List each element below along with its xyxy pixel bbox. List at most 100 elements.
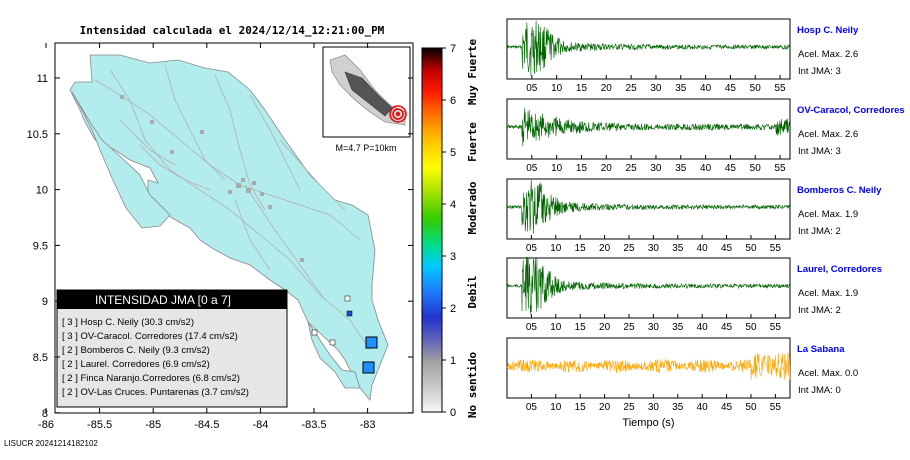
waveform-x-tick-label: 30 bbox=[648, 322, 660, 333]
epicenter-dot bbox=[396, 112, 400, 116]
waveform-x-tick-label: 40 bbox=[700, 163, 712, 174]
waveform-x-tick-label: 05 bbox=[526, 163, 538, 174]
station-name-label: Laurel, Corredores bbox=[797, 264, 882, 275]
waveform-panel: 05 10 15 20 25 30 35 40 45 50 55 Hosp C. Neily Acel.… bbox=[506, 18, 859, 94]
costa-rica-landmass bbox=[69, 54, 389, 401]
accel-max-label: Acel. Max. 1.9 bbox=[798, 288, 858, 299]
nicoya-peninsula bbox=[71, 91, 171, 229]
waveform-x-tick-label: 40 bbox=[697, 322, 709, 333]
legend-title: INTENSIDAD JMA [0 a 7] bbox=[95, 293, 231, 307]
waveform-panels: 05 10 15 20 25 30 35 40 45 50 55 Hosp C. Neily Acel.… bbox=[506, 18, 905, 429]
waveform-panel: 05 10 15 20 25 30 35 40 45 50 55 OV-Caracol, Corred… bbox=[506, 98, 905, 174]
waveform-x-tick-label: 25 bbox=[623, 243, 635, 254]
waveform-x-tick-label: 55 bbox=[775, 83, 787, 94]
epicenter-ring-mid bbox=[392, 108, 404, 120]
station-hosp-c-neily bbox=[365, 336, 378, 349]
colorbar-tick-label: 2 bbox=[450, 303, 456, 315]
map-x-tick-label: -84 bbox=[252, 419, 268, 431]
colorbar-tick-label: 7 bbox=[450, 43, 456, 55]
waveform-x-tick-label: 35 bbox=[675, 163, 687, 174]
waveform-x-tick-label: 40 bbox=[697, 243, 709, 254]
waveform-x-tick-label: 50 bbox=[745, 243, 757, 254]
colorbar-class-label: Fuerte bbox=[466, 122, 479, 162]
intensity-legend: INTENSIDAD JMA [0 a 7] [ 3 ] Hosp C. Nei… bbox=[56, 289, 288, 408]
waveform-x-tick-label: 55 bbox=[775, 163, 787, 174]
int-jma-label: Int JMA: 2 bbox=[798, 305, 841, 316]
colorbar-class-label: Muy Fuerte bbox=[466, 39, 479, 106]
inset-map: M=4.7 P=10km bbox=[322, 46, 411, 153]
accel-max-label: Acel. Max. 2.6 bbox=[798, 49, 858, 60]
int-jma-label: Int JMA: 3 bbox=[798, 146, 841, 157]
waveform-x-tick-label: 20 bbox=[599, 402, 611, 413]
legend-row: [ 3 ] Hosp C. Neily (30.3 cm/s2) bbox=[62, 317, 194, 328]
waveform-x-tick-label: 55 bbox=[770, 322, 782, 333]
road-network bbox=[94, 64, 371, 351]
waveform-x-tick-label: 30 bbox=[650, 163, 662, 174]
waveform-x-axis-label: Tiempo (s) bbox=[622, 417, 674, 429]
waveform-x-tick-label: 20 bbox=[599, 322, 611, 333]
waveform-x-tick-label: 45 bbox=[721, 322, 733, 333]
map-title: Intensidad calculada el 2024/12/14_12:21… bbox=[80, 24, 385, 37]
waveform-x-tick-label: 25 bbox=[623, 402, 635, 413]
colorbar-tick-label: 4 bbox=[450, 199, 456, 211]
waveform-x-tick-label: 15 bbox=[575, 322, 587, 333]
station-ov-caracol bbox=[362, 361, 375, 374]
colorbar-class-label: Moderado bbox=[466, 181, 479, 234]
map-x-tick-label: -85 bbox=[145, 419, 161, 431]
waveform-x-tick-label: 50 bbox=[745, 322, 757, 333]
map-x-tick-label: -83.5 bbox=[301, 419, 326, 431]
footer-id: LISUCR 20241214182102 bbox=[4, 439, 98, 448]
waveform-x-tick-label: 15 bbox=[576, 83, 588, 94]
station-bomberos-c-neily bbox=[346, 310, 353, 317]
town-markers bbox=[120, 95, 304, 262]
colorbar-tick-label: 6 bbox=[450, 95, 456, 107]
waveform-frame bbox=[506, 18, 791, 80]
map-x-tick-label: -85.5 bbox=[87, 419, 112, 431]
waveform-x-tick-label: 55 bbox=[770, 402, 782, 413]
station-laurel bbox=[344, 295, 351, 302]
legend-row: [ 2 ] Finca Naranjo.Corredores (6.8 cm/s… bbox=[62, 373, 240, 384]
map-y-tick-label: 11 bbox=[37, 73, 48, 85]
map-y-tick-label: 10 bbox=[36, 185, 48, 197]
waveform-x-tick-label: 30 bbox=[648, 402, 660, 413]
waveform-x-tick-label: 35 bbox=[675, 83, 687, 94]
waveform-x-tick-label: 35 bbox=[672, 402, 684, 413]
station-finca-naranjo bbox=[311, 329, 318, 336]
int-jma-label: Int JMA: 2 bbox=[798, 226, 841, 237]
waveform-x-tick-label: 25 bbox=[623, 322, 635, 333]
int-jma-label: Int JMA: 3 bbox=[798, 66, 841, 77]
waveform-x-tick-label: 10 bbox=[550, 402, 562, 413]
colorbar-tick-label: 0 bbox=[450, 407, 456, 419]
map-y-tick-label: 10.5 bbox=[27, 129, 48, 141]
map-x-tick-label: -84.5 bbox=[194, 419, 219, 431]
map-x-tick-label: -83 bbox=[360, 419, 376, 431]
waveform-x-tick-label: 50 bbox=[745, 402, 757, 413]
waveform-panel: 05 10 15 20 25 30 35 40 45 50 55 La Sabana Acel. Max… bbox=[506, 337, 858, 429]
waveform-x-tick-label: 45 bbox=[721, 402, 733, 413]
station-name-label: La Sabana bbox=[797, 344, 845, 355]
station-name-label: OV-Caracol, Corredores bbox=[797, 105, 905, 116]
waveform-trace bbox=[506, 256, 791, 314]
epicenter-ring-outer bbox=[389, 105, 407, 123]
colorbar-class-label: No sentido bbox=[466, 352, 479, 419]
colorbar-tick-label: 3 bbox=[450, 251, 456, 263]
waveform-x-tick-label: 30 bbox=[650, 83, 662, 94]
accel-max-label: Acel. Max. 0.0 bbox=[798, 368, 858, 379]
waveform-x-tick-label: 35 bbox=[672, 322, 684, 333]
colorbar-tick-label: 1 bbox=[450, 355, 456, 367]
waveform-x-tick-label: 15 bbox=[575, 243, 587, 254]
osa-peninsula bbox=[307, 321, 361, 389]
waveform-x-tick-label: 15 bbox=[575, 402, 587, 413]
waveform-x-tick-label: 10 bbox=[551, 163, 563, 174]
waveform-x-tick-label: 20 bbox=[601, 83, 613, 94]
map-y-tick-label: 9 bbox=[42, 296, 48, 308]
map-axes: -86 -85.5 -85 -84.5 -84 -83.5 -83 11 10.5 10 9.5 9 8… bbox=[27, 43, 413, 431]
station-ov-las-cruces bbox=[329, 339, 336, 346]
waveform-panel: 05 10 15 20 25 30 35 40 45 50 55 Bomberos C. Neily A… bbox=[506, 178, 882, 254]
waveform-x-tick-label: 05 bbox=[526, 83, 538, 94]
waveform-x-tick-label: 10 bbox=[550, 243, 562, 254]
waveform-frame bbox=[506, 257, 791, 319]
legend-row: [ 2 ] Laurel. Corredores (6.9 cm/s2) bbox=[62, 359, 210, 370]
waveform-x-tick-label: 50 bbox=[750, 83, 762, 94]
waveform-x-tick-label: 10 bbox=[550, 322, 562, 333]
